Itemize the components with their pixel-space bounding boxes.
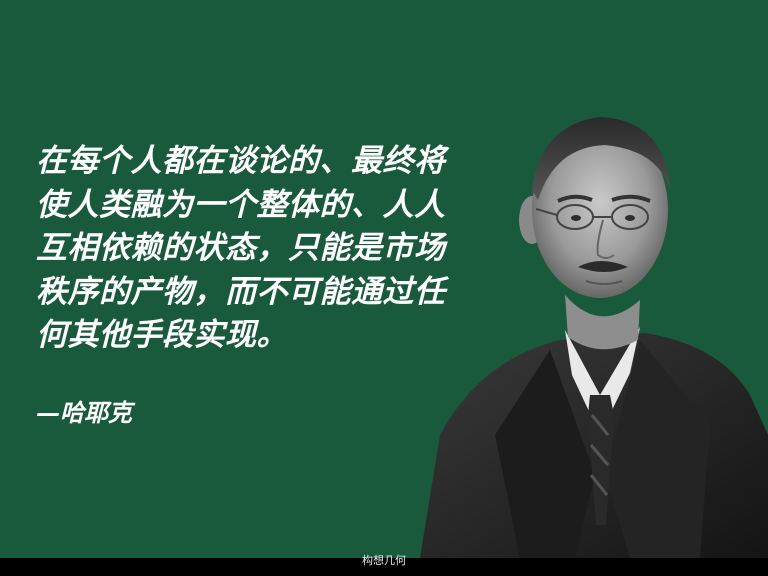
quote-attribution: —哈耶克	[36, 398, 132, 427]
footer-bar	[0, 558, 768, 576]
quote-line: 何其他手段实现。	[36, 317, 288, 353]
portrait-photo	[420, 117, 768, 558]
quote-line: 秩序的产物，而不可能通过任	[36, 273, 446, 310]
quote-slide: 在每个人都在谈论的、最终将 使人类融为一个整体的、人人 互相依赖的状态，只能是市…	[0, 0, 768, 558]
quote-line: 使人类融为一个整体的、人人	[36, 186, 446, 223]
quote-line: 互相依赖的状态，只能是市场	[36, 230, 446, 266]
watermark-text: 构想几何	[362, 554, 406, 567]
quote-line: 在每个人都在谈论的、最终将	[36, 143, 446, 179]
quote-text: 在每个人都在谈论的、最终将 使人类融为一个整体的、人人 互相依赖的状态，只能是市…	[36, 140, 506, 358]
